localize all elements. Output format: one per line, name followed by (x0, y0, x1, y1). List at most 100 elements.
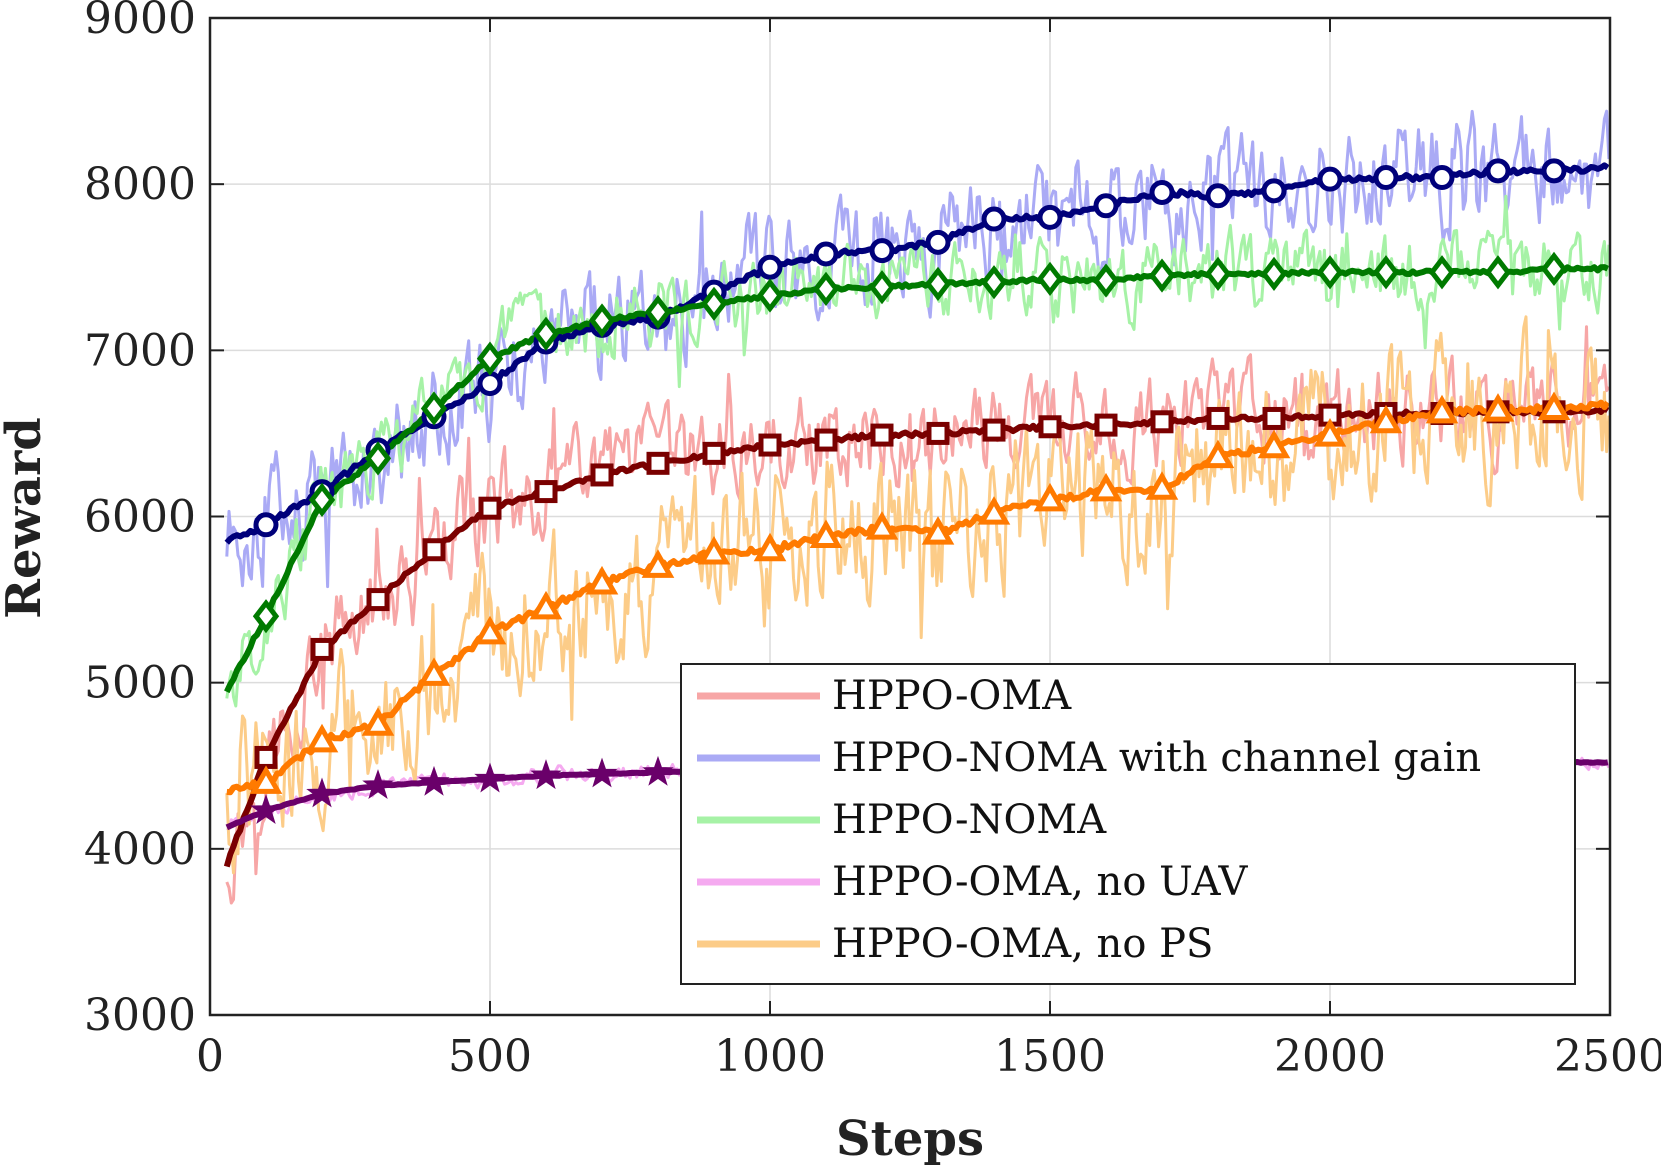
data-point-circle (1373, 165, 1399, 191)
data-point-triangle (1257, 429, 1291, 459)
data-point-circle (1261, 178, 1287, 204)
x-tick-labels: 0 500 1000 1500 2000 2500 (196, 1031, 1661, 1082)
markers-series-4 (249, 391, 1571, 794)
data-point-diamond (1540, 251, 1568, 287)
data-point-circle (757, 254, 783, 280)
data-point-circle (477, 371, 503, 397)
data-point-triangle (1369, 404, 1403, 434)
data-point-square (702, 441, 726, 465)
x-tick-label: 2000 (1274, 1031, 1386, 1082)
x-axis-title: Steps (836, 1111, 984, 1167)
legend-label-hppo-noma-channel-gain: HPPO-NOMA with channel gain (832, 735, 1481, 781)
raw-trace-series-0 (225, 325, 1610, 905)
data-point-star (362, 769, 394, 800)
y-tick-label: 3000 (84, 990, 196, 1041)
data-point-star (250, 794, 282, 825)
data-point-circle (1541, 158, 1567, 184)
data-point-triangle (249, 765, 283, 794)
y-tick-label: 5000 (84, 658, 196, 709)
data-point-circle (1317, 166, 1343, 192)
data-point-triangle (1089, 472, 1123, 502)
data-point-circle (1429, 165, 1455, 191)
tick-layer (209, 17, 1611, 1016)
data-point-square (1150, 410, 1174, 434)
data-point-diamond (1148, 258, 1176, 293)
data-point-diamond (756, 278, 784, 313)
data-point-triangle (641, 549, 675, 578)
y-tick-labels: 3000 4000 5000 6000 7000 8000 9000 (84, 0, 196, 1041)
y-tick-label: 7000 (84, 325, 196, 376)
data-point-square (310, 637, 334, 661)
data-point-square (590, 463, 614, 487)
data-point-triangle (473, 615, 507, 645)
data-point-diamond (252, 599, 280, 634)
data-point-star (530, 759, 562, 790)
data-point-triangle (1033, 482, 1067, 512)
x-tick-label: 500 (448, 1031, 532, 1082)
data-point-triangle (865, 511, 899, 540)
data-point-triangle (1537, 391, 1571, 420)
data-point-square (534, 480, 558, 504)
data-point-star (586, 757, 618, 788)
y-tick-label: 6000 (84, 492, 196, 543)
x-tick-label: 1000 (714, 1031, 826, 1082)
data-point-triangle (1201, 439, 1235, 469)
x-tick-label: 1500 (994, 1031, 1106, 1082)
data-point-diamond (1484, 255, 1512, 290)
data-point-square (1094, 413, 1118, 437)
data-point-diamond (476, 341, 504, 376)
legend-swatches (697, 692, 820, 948)
data-point-diamond (980, 265, 1008, 300)
data-point-diamond (1428, 255, 1456, 290)
data-point-circle (813, 241, 839, 267)
data-point-circle (1485, 158, 1511, 184)
data-point-square (422, 538, 446, 562)
data-point-circle (981, 206, 1007, 232)
y-tick-label: 8000 (84, 159, 196, 210)
data-point-triangle (1425, 394, 1459, 424)
data-point-triangle (921, 516, 955, 545)
data-point-circle (1093, 193, 1119, 219)
legend: HPPO-OMA HPPO-NOMA with channel gain HPP… (680, 663, 1576, 985)
data-point-square (1038, 415, 1062, 439)
data-point-diamond (812, 271, 840, 306)
data-point-diamond (1036, 261, 1064, 296)
data-point-triangle (1145, 471, 1179, 500)
data-point-star (306, 777, 338, 808)
data-point-triangle (417, 657, 451, 686)
x-tick-label: 0 (196, 1031, 224, 1082)
data-point-triangle (1313, 418, 1347, 447)
data-point-square (814, 428, 838, 452)
data-point-diamond (588, 303, 616, 338)
data-point-circle (1205, 183, 1231, 209)
data-point-square (646, 451, 670, 475)
data-point-triangle (809, 519, 843, 548)
raw-trace-series-4 (225, 315, 1610, 875)
data-point-diamond (644, 295, 672, 330)
data-point-diamond (532, 316, 560, 351)
x-tick-label: 2500 (1554, 1031, 1661, 1082)
data-point-diamond (308, 482, 336, 517)
legend-label-hppo-noma: HPPO-NOMA (832, 797, 1107, 843)
data-point-diamond (1204, 256, 1232, 291)
data-point-diamond (868, 270, 896, 305)
raw-trace-series-2 (225, 194, 1610, 708)
legend-label-hppo-oma-no-ps: HPPO-OMA, no PS (832, 921, 1213, 967)
data-point-diamond (1372, 255, 1400, 290)
y-axis-title: Reward (0, 417, 52, 619)
data-point-square (870, 423, 894, 447)
data-point-triangle (585, 565, 619, 595)
data-point-triangle (361, 707, 395, 736)
data-point-triangle (753, 532, 787, 562)
data-point-diamond (364, 441, 392, 476)
data-point-circle (869, 238, 895, 264)
legend-label-hppo-oma-no-uav: HPPO-OMA, no UAV (832, 859, 1248, 905)
data-point-star (642, 755, 674, 786)
data-point-square (758, 433, 782, 457)
data-point-circle (1037, 204, 1063, 230)
data-point-triangle (697, 536, 731, 565)
data-point-triangle (529, 590, 563, 620)
data-point-square (982, 418, 1006, 442)
data-point-square (366, 588, 390, 612)
